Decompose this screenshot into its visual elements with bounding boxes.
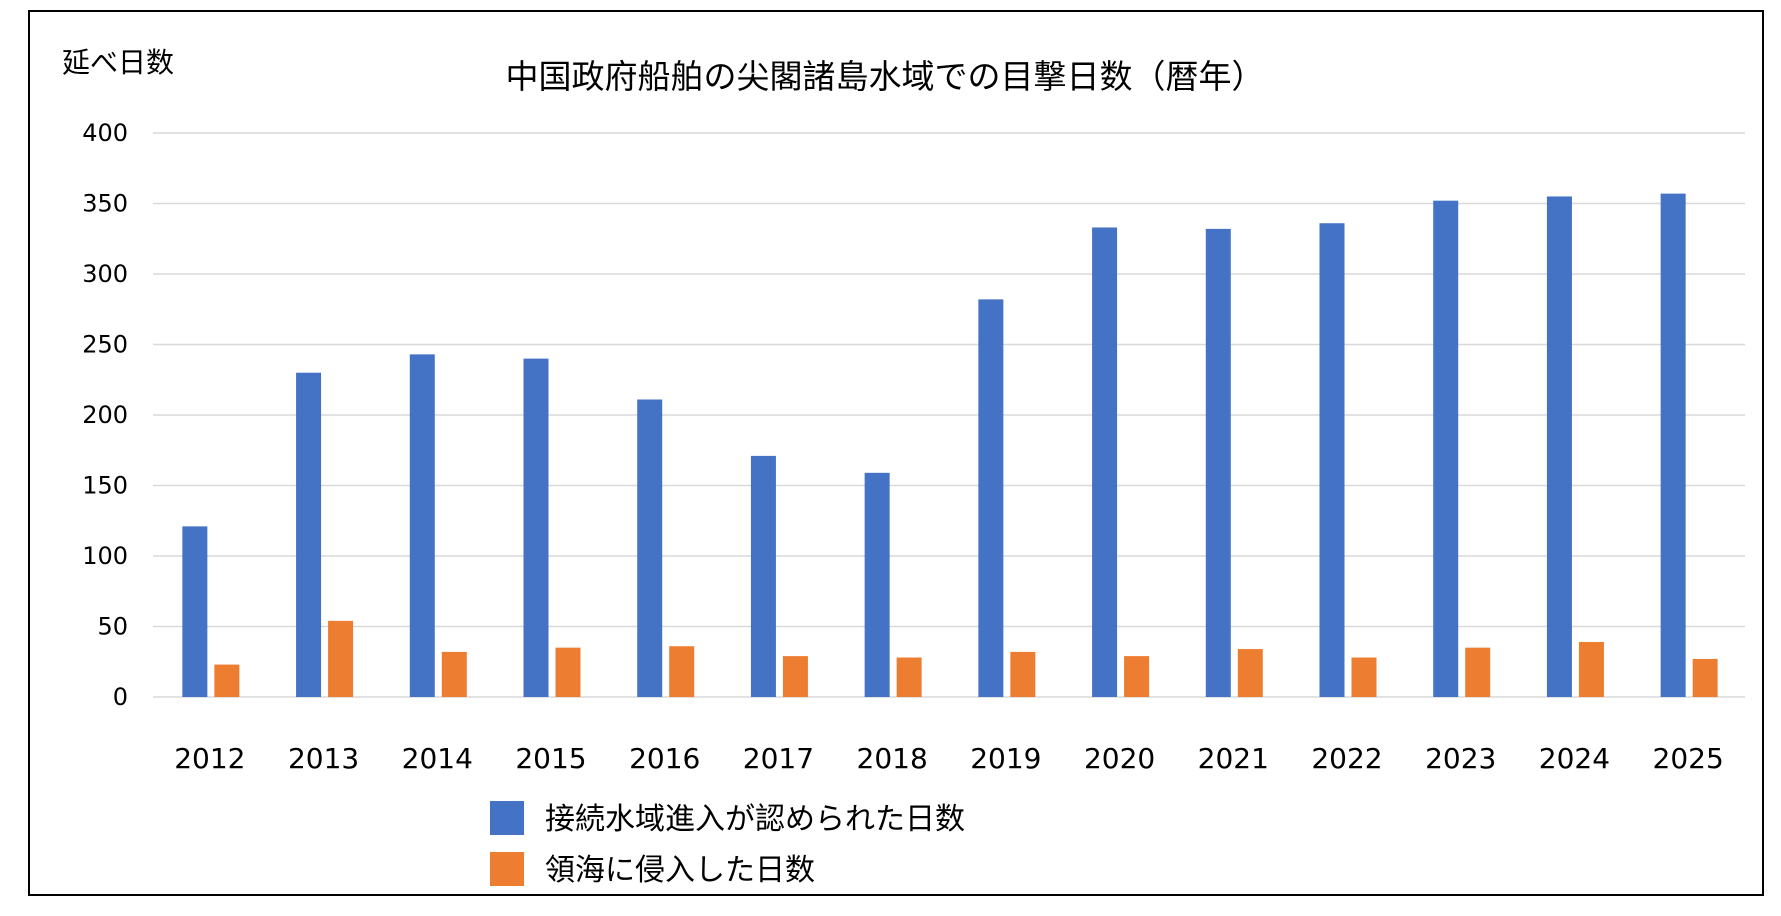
bar-contiguous-zone-2013 <box>296 372 322 697</box>
y-tick-label: 400 <box>82 119 128 147</box>
bar-territorial-waters-2022 <box>1351 657 1377 697</box>
bar-contiguous-zone-2019 <box>978 299 1004 697</box>
x-tick-label: 2017 <box>743 742 814 775</box>
x-tick-label: 2022 <box>1311 742 1382 775</box>
x-tick-label: 2015 <box>515 742 586 775</box>
bar-contiguous-zone-2018 <box>864 472 890 697</box>
legend-label: 領海に侵入した日数 <box>545 853 815 888</box>
y-axis-label: 延べ日数 <box>62 46 174 79</box>
y-tick-label: 250 <box>82 331 128 359</box>
bar-contiguous-zone-2014 <box>409 354 435 697</box>
x-tick-label: 2025 <box>1653 742 1724 775</box>
bar-territorial-waters-2024 <box>1578 642 1604 697</box>
y-tick-label: 150 <box>82 472 128 500</box>
x-tick-label: 2013 <box>288 742 359 775</box>
x-tick-label: 2021 <box>1198 742 1269 775</box>
bar-contiguous-zone-2025 <box>1660 193 1686 697</box>
bars <box>182 193 1718 698</box>
bar-territorial-waters-2023 <box>1465 647 1491 697</box>
bar-territorial-waters-2016 <box>669 646 695 697</box>
bar-contiguous-zone-2022 <box>1319 223 1345 698</box>
x-tick-label: 2012 <box>174 742 245 775</box>
bar-contiguous-zone-2024 <box>1546 196 1572 697</box>
y-tick-label: 350 <box>82 190 128 218</box>
bar-territorial-waters-2015 <box>555 647 581 697</box>
y-axis-ticks: 0 50 100 150 200 250 300 350 400 <box>82 119 128 711</box>
bar-territorial-waters-2018 <box>896 657 922 697</box>
bar-contiguous-zone-2016 <box>637 399 663 697</box>
bar-territorial-waters-2013 <box>328 620 354 697</box>
bar-territorial-waters-2021 <box>1237 649 1263 697</box>
bar-territorial-waters-2020 <box>1124 656 1150 697</box>
y-tick-label: 200 <box>82 401 128 429</box>
legend-swatch <box>490 852 524 886</box>
x-axis-ticks: 2012 2013 2014 2015 2016 2017 2018 2019 2020 2021… <box>174 742 1724 775</box>
bar-contiguous-zone-2023 <box>1433 200 1459 697</box>
bar-territorial-waters-2025 <box>1692 658 1718 697</box>
bar-territorial-waters-2019 <box>1010 651 1036 697</box>
legend-swatch <box>490 801 524 835</box>
bar-contiguous-zone-2012 <box>182 526 208 697</box>
bar-territorial-waters-2017 <box>782 656 808 697</box>
x-tick-label: 2020 <box>1084 742 1155 775</box>
y-tick-label: 0 <box>113 683 128 711</box>
y-tick-label: 50 <box>97 613 128 641</box>
bar-contiguous-zone-2015 <box>523 358 549 697</box>
legend-label: 接続水域進入が認められた日数 <box>545 802 965 837</box>
x-tick-label: 2018 <box>857 742 928 775</box>
bar-contiguous-zone-2020 <box>1092 227 1118 697</box>
gridlines <box>153 132 1745 698</box>
x-tick-label: 2019 <box>970 742 1041 775</box>
x-tick-label: 2014 <box>402 742 473 775</box>
x-tick-label: 2016 <box>629 742 700 775</box>
chart-title: 中国政府船舶の尖閣諸島水域での目撃日数（暦年） <box>506 57 1265 96</box>
bar-territorial-waters-2012 <box>214 664 240 697</box>
bar-contiguous-zone-2017 <box>750 455 776 697</box>
bar-territorial-waters-2014 <box>441 651 467 697</box>
bar-contiguous-zone-2021 <box>1205 228 1231 697</box>
y-tick-label: 100 <box>82 542 128 570</box>
y-tick-label: 300 <box>82 260 128 288</box>
x-tick-label: 2023 <box>1425 742 1496 775</box>
x-tick-label: 2024 <box>1539 742 1610 775</box>
